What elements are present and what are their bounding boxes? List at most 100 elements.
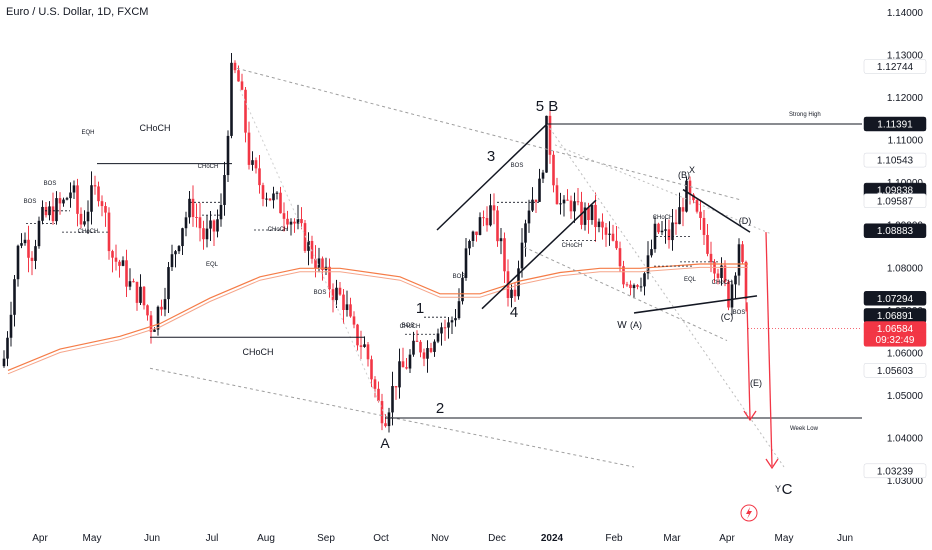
candle-body	[520, 242, 524, 269]
candle-body	[184, 217, 188, 229]
candle-body	[454, 318, 457, 321]
candle-body	[685, 180, 688, 212]
candle-body	[2, 358, 6, 367]
candle-body	[611, 233, 615, 241]
x-tick-label-10: Feb	[605, 533, 623, 544]
price-axis-label-box	[863, 463, 927, 479]
candle-body	[107, 212, 111, 252]
candle-body	[16, 245, 20, 280]
candle-body	[667, 229, 671, 241]
candle-body	[625, 284, 629, 286]
price-axis-label-box	[863, 116, 927, 132]
candle-body	[163, 299, 167, 310]
y-tick-label-3: 1.11000	[888, 136, 924, 147]
y-tick-label-0: 1.14000	[887, 8, 924, 19]
candle-body	[34, 246, 37, 261]
candle-body	[209, 220, 212, 229]
wave-label-8: (B)	[678, 170, 690, 180]
projection-arrow-c	[765, 232, 773, 467]
candle-body	[286, 218, 289, 225]
triangle-lower-line	[633, 295, 758, 314]
candle-body	[709, 253, 713, 263]
candle-body	[734, 275, 737, 285]
moving-average-line-2	[7, 266, 748, 375]
candle-body	[125, 260, 128, 287]
structure-label-1: EQH	[81, 130, 94, 136]
candle-body	[489, 205, 492, 226]
price-axis-label: 1.11391	[877, 120, 913, 131]
candle-body	[13, 279, 16, 315]
candle-body	[492, 205, 496, 211]
week-low-label: Week Low	[790, 426, 819, 432]
candle-body	[370, 359, 373, 380]
candle-body	[559, 203, 562, 205]
candle-body	[247, 132, 251, 165]
candle-body	[41, 206, 44, 221]
price-axis-label: 1.08883	[877, 226, 914, 237]
x-tick-label-0: Apr	[32, 533, 48, 544]
candle-body	[706, 234, 709, 254]
candle-body	[338, 287, 342, 295]
candle-body	[191, 198, 195, 217]
candle-body	[9, 314, 13, 338]
y-tick-label-1: 1.13000	[887, 51, 924, 62]
candle-body	[202, 228, 205, 240]
structure-label-5: EQL	[206, 262, 219, 268]
candle-body	[737, 244, 741, 276]
candle-body	[373, 379, 377, 389]
structure-label-14: CHoCH	[562, 243, 583, 249]
candle-body	[62, 199, 65, 204]
candle-body	[55, 198, 58, 222]
y-tick-label-10: 1.04000	[887, 433, 924, 444]
candle-body	[744, 261, 748, 300]
candle-body	[485, 218, 489, 226]
candle-body	[541, 172, 545, 179]
triangle-upper-line	[682, 188, 751, 233]
candle-body	[461, 277, 464, 302]
wave-label-1: 3	[487, 148, 495, 165]
candle-body	[100, 201, 104, 207]
x-tick-label-7: Nov	[431, 533, 449, 544]
candle-body	[251, 160, 254, 165]
x-tick-label-5: Sep	[317, 533, 335, 544]
candle-body	[20, 243, 23, 246]
candle-body	[345, 304, 349, 310]
wave-label-12: (E)	[750, 378, 762, 388]
price-axis-label: 09:32:49	[876, 335, 915, 346]
candle-body	[552, 154, 555, 186]
candle-body	[212, 220, 216, 232]
candle-body	[531, 199, 534, 211]
candle-body	[429, 348, 433, 352]
candle-body	[510, 289, 513, 298]
price-axis-label: 1.06891	[877, 311, 914, 322]
wave-label-14: C	[782, 481, 793, 498]
structure-label-16: EQL	[684, 277, 697, 283]
x-tick-label-8: Dec	[488, 533, 506, 544]
candle-body	[93, 185, 97, 187]
candle-body	[132, 281, 135, 283]
candle-body	[426, 348, 429, 359]
candle-body	[618, 248, 622, 267]
candle-body	[447, 322, 450, 328]
candle-body	[142, 286, 146, 306]
x-tick-label-1: May	[83, 533, 102, 544]
candle-body	[76, 185, 79, 214]
candle-body	[513, 289, 517, 297]
candle-body	[244, 89, 247, 133]
candle-body	[310, 240, 314, 259]
candle-body	[538, 178, 541, 202]
candle-body	[272, 193, 275, 201]
x-tick-label-9: 2024	[541, 533, 564, 544]
wave-label-13: Y	[775, 484, 781, 494]
wave-label-11: (D)	[739, 216, 752, 226]
candle-body	[293, 221, 296, 224]
candle-body	[573, 201, 576, 212]
candle-body	[289, 221, 293, 225]
candle-body	[723, 265, 727, 282]
y-tick-label-11: 1.03000	[887, 476, 924, 487]
price-axis-label-box	[863, 193, 927, 209]
candle-body	[380, 401, 384, 424]
candle-body	[230, 62, 233, 136]
candle-body	[450, 320, 454, 323]
